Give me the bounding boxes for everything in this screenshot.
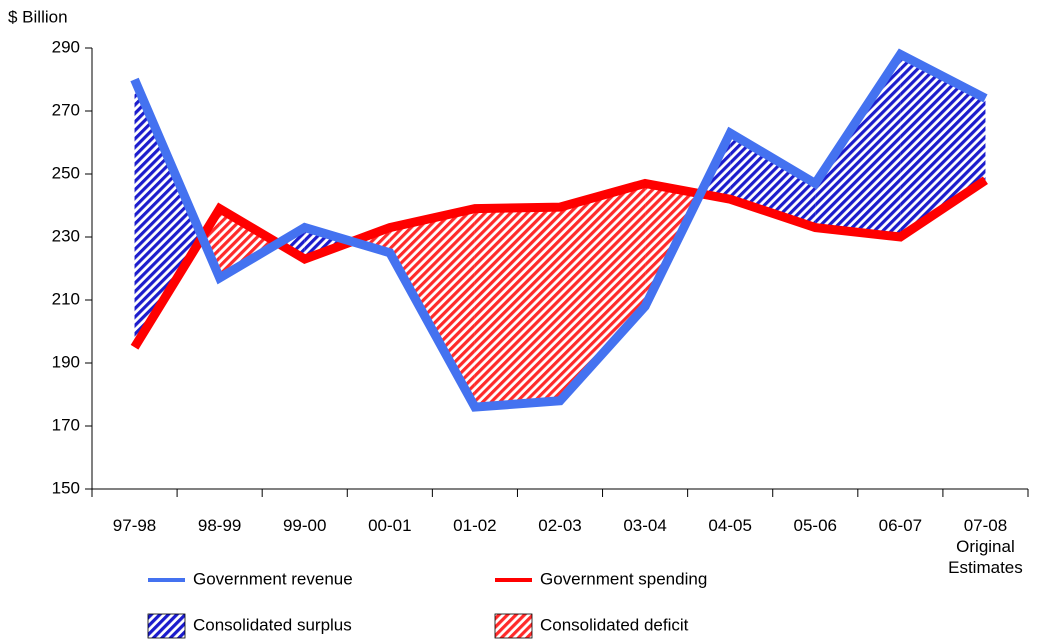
x-tick-label: 99-00 — [282, 516, 327, 535]
legend-label: Consolidated surplus — [193, 615, 352, 634]
y-tick-label: 230 — [52, 226, 80, 245]
x-tick-label: 03-04 — [623, 516, 667, 535]
y-tick-label: 190 — [52, 352, 80, 371]
y-tick-label: 270 — [52, 100, 80, 119]
x-tick-label: 04-05 — [708, 516, 752, 535]
surplus-area — [815, 54, 901, 237]
deficit-area — [560, 183, 646, 401]
y-tick-label: 290 — [52, 37, 80, 56]
deficit-area — [219, 208, 279, 278]
deficit-area — [389, 208, 475, 408]
x-tick-label: 97-98 — [112, 516, 157, 535]
y-tick-label: 170 — [52, 415, 80, 434]
x-tick-label: 06-07 — [878, 516, 923, 535]
y-tick-label: 150 — [52, 478, 80, 497]
y-tick-label: 210 — [52, 289, 80, 308]
legend-label: Consolidated deficit — [540, 615, 689, 634]
x-tick-label: 02-03 — [538, 516, 582, 535]
legend-label: Government spending — [540, 569, 707, 588]
x-tick-label: 07-08 Original Estimates — [948, 516, 1023, 577]
legend-swatch — [494, 613, 533, 639]
deficit-area — [474, 207, 560, 408]
x-tick-label: 00-01 — [368, 516, 412, 535]
y-tick-label: 250 — [52, 163, 80, 182]
surplus-area — [134, 79, 203, 348]
x-tick-label: 05-06 — [793, 516, 837, 535]
line-series — [130, 48, 988, 412]
y-axis-label: $ Billion — [8, 7, 68, 26]
x-tick-label: 01-02 — [453, 516, 497, 535]
legend-label: Government revenue — [193, 569, 353, 588]
legend-swatch — [147, 613, 186, 639]
x-tick-label: 98-99 — [197, 516, 242, 535]
